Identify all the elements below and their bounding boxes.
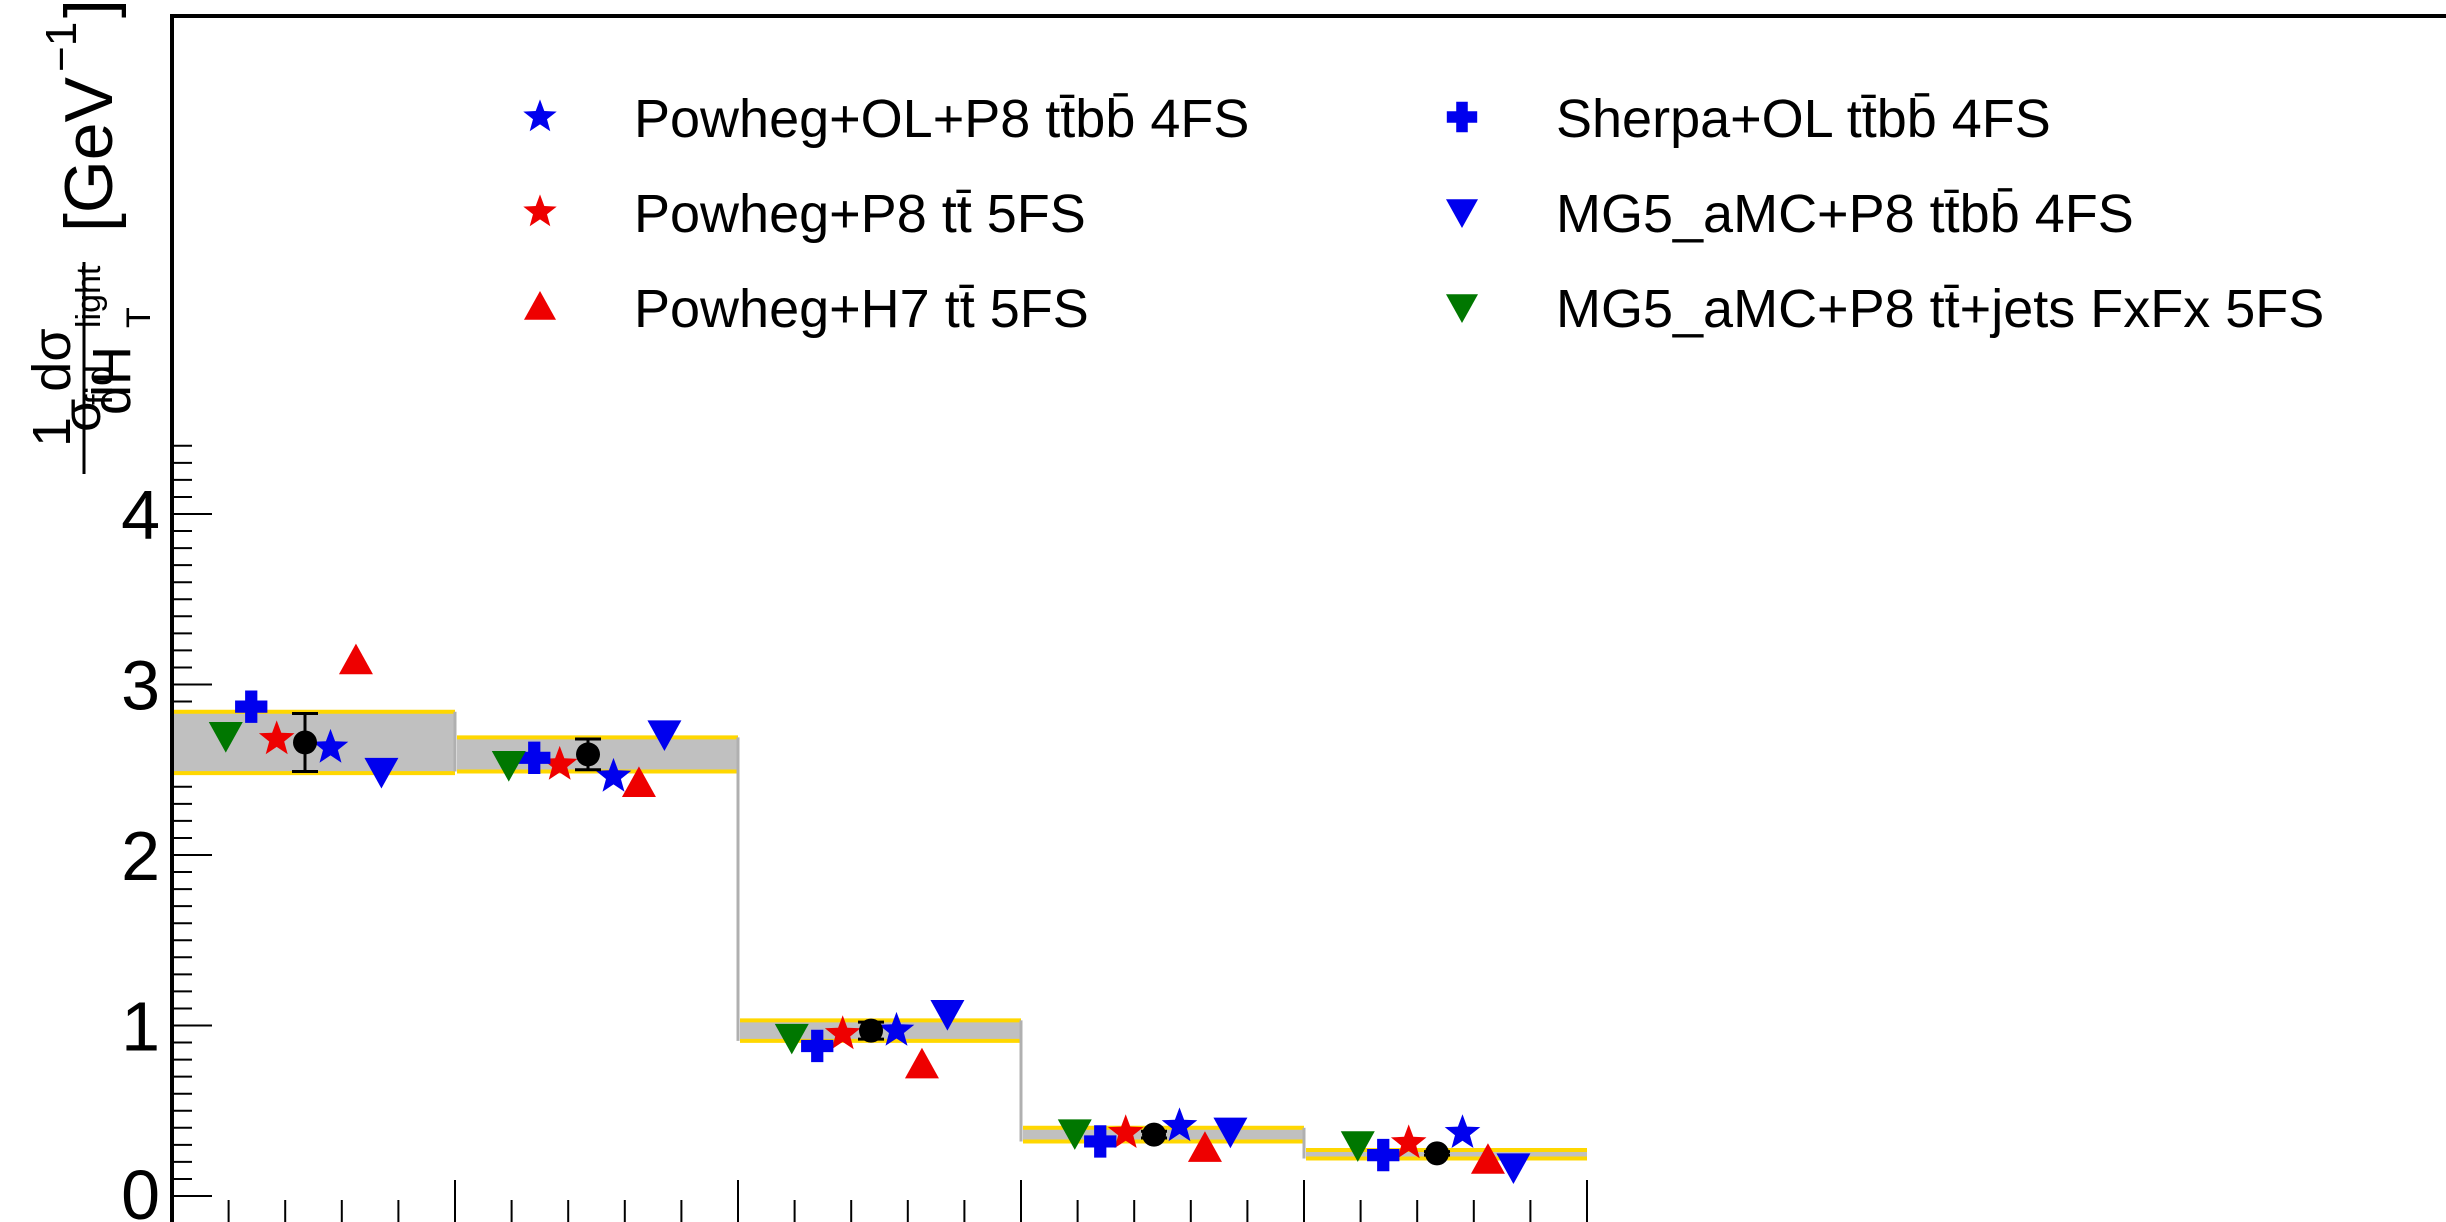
y-title-sigma: σ (52, 399, 112, 432)
y-title-den-sub: T (120, 307, 158, 328)
y-title-sigma-sub: fid (79, 365, 121, 405)
plot-frame (170, 14, 2446, 1222)
y-title-units: [GeV (51, 76, 127, 232)
marker-series-3 (235, 690, 268, 723)
marker-series-5 (774, 1023, 809, 1055)
y-title-units-exp: −1 (37, 22, 86, 72)
marker-series-3 (1084, 1125, 1117, 1158)
marker-series-0 (312, 728, 349, 763)
marker-series-2 (621, 766, 656, 797)
marker-series-4 (364, 757, 399, 789)
marker-series-0 (595, 757, 632, 792)
data-point (1142, 1122, 1167, 1147)
legend-marker-2 (524, 291, 556, 320)
marker-series-4 (1496, 1153, 1531, 1185)
marker-series-4 (930, 999, 965, 1031)
data-point (1425, 1141, 1450, 1166)
legend-marker-3 (1446, 101, 1478, 133)
marker-series-4 (647, 720, 682, 751)
y-tick-label-0: 0 (121, 1156, 160, 1222)
data-points (292, 711, 1451, 1166)
data-point (576, 742, 601, 767)
marker-series-3 (801, 1029, 834, 1063)
legend-label-0: Powheg+OL+P8 tt̄bb̄ 4FS (634, 89, 1249, 149)
marker-series-2 (338, 643, 373, 675)
marker-series-5 (208, 722, 243, 753)
y-title-prefix: 1 (22, 417, 82, 447)
y-title-den-sup: light (70, 265, 108, 328)
legend-label-2: Powheg+H7 tt̄ 5FS (634, 279, 1089, 339)
marker-series-1 (1107, 1114, 1144, 1148)
legend-label-3: Sherpa+OL tt̄bb̄ 4FS (1556, 89, 2051, 149)
marker-series-1 (541, 745, 578, 780)
marker-series-4 (1213, 1117, 1248, 1149)
marker-series-2 (904, 1047, 939, 1079)
marker-series-0 (1161, 1107, 1198, 1142)
data-point (293, 730, 318, 755)
y-tick-label-1: 1 (121, 988, 160, 1066)
x-ticks (171, 1180, 1588, 1222)
y-title-denominator: dH (82, 346, 142, 415)
legend-marker-5 (1446, 294, 1478, 323)
legend-marker-4 (1446, 199, 1478, 228)
marker-series-5 (1057, 1119, 1092, 1150)
legend-label-5: MG5_aMC+P8 tt̄+jets FxFx 5FS (1556, 279, 2324, 339)
y-axis-title: 1 σ fid dσ dH light T [GeV −1 ] (22, 0, 158, 474)
marker-series-1 (258, 720, 295, 755)
prediction-markers (208, 643, 1531, 1185)
y-title-units-close: ] (51, 0, 127, 18)
y-title-numerator: dσ (22, 328, 82, 391)
marker-series-0 (1444, 1114, 1481, 1148)
legend-marker-0 (523, 99, 557, 132)
marker-series-3 (518, 741, 551, 774)
marker-series-5 (491, 751, 526, 782)
y-tick-label-4: 4 (121, 476, 160, 554)
legend-label-4: MG5_aMC+P8 tt̄bb̄ 4FS (1556, 184, 2134, 244)
legend-marker-1 (523, 194, 557, 227)
marker-series-1 (1390, 1124, 1427, 1159)
legend-label-1: Powheg+P8 tt̄ 5FS (634, 184, 1086, 244)
data-point (859, 1018, 884, 1043)
y-tick-label-2: 2 (121, 817, 160, 895)
marker-series-3 (1367, 1138, 1400, 1172)
marker-series-1 (824, 1015, 861, 1050)
y-tick-label-3: 3 (121, 647, 160, 725)
marker-series-2 (1470, 1143, 1505, 1174)
marker-series-0 (878, 1011, 915, 1046)
y-ticks: 1 2 3 4 (121, 444, 212, 1197)
legend: Powheg+OL+P8 tt̄bb̄ 4FS Powheg+P8 tt̄ 5FS… (523, 89, 2324, 339)
marker-series-2 (1187, 1131, 1222, 1162)
marker-series-5 (1340, 1131, 1375, 1162)
